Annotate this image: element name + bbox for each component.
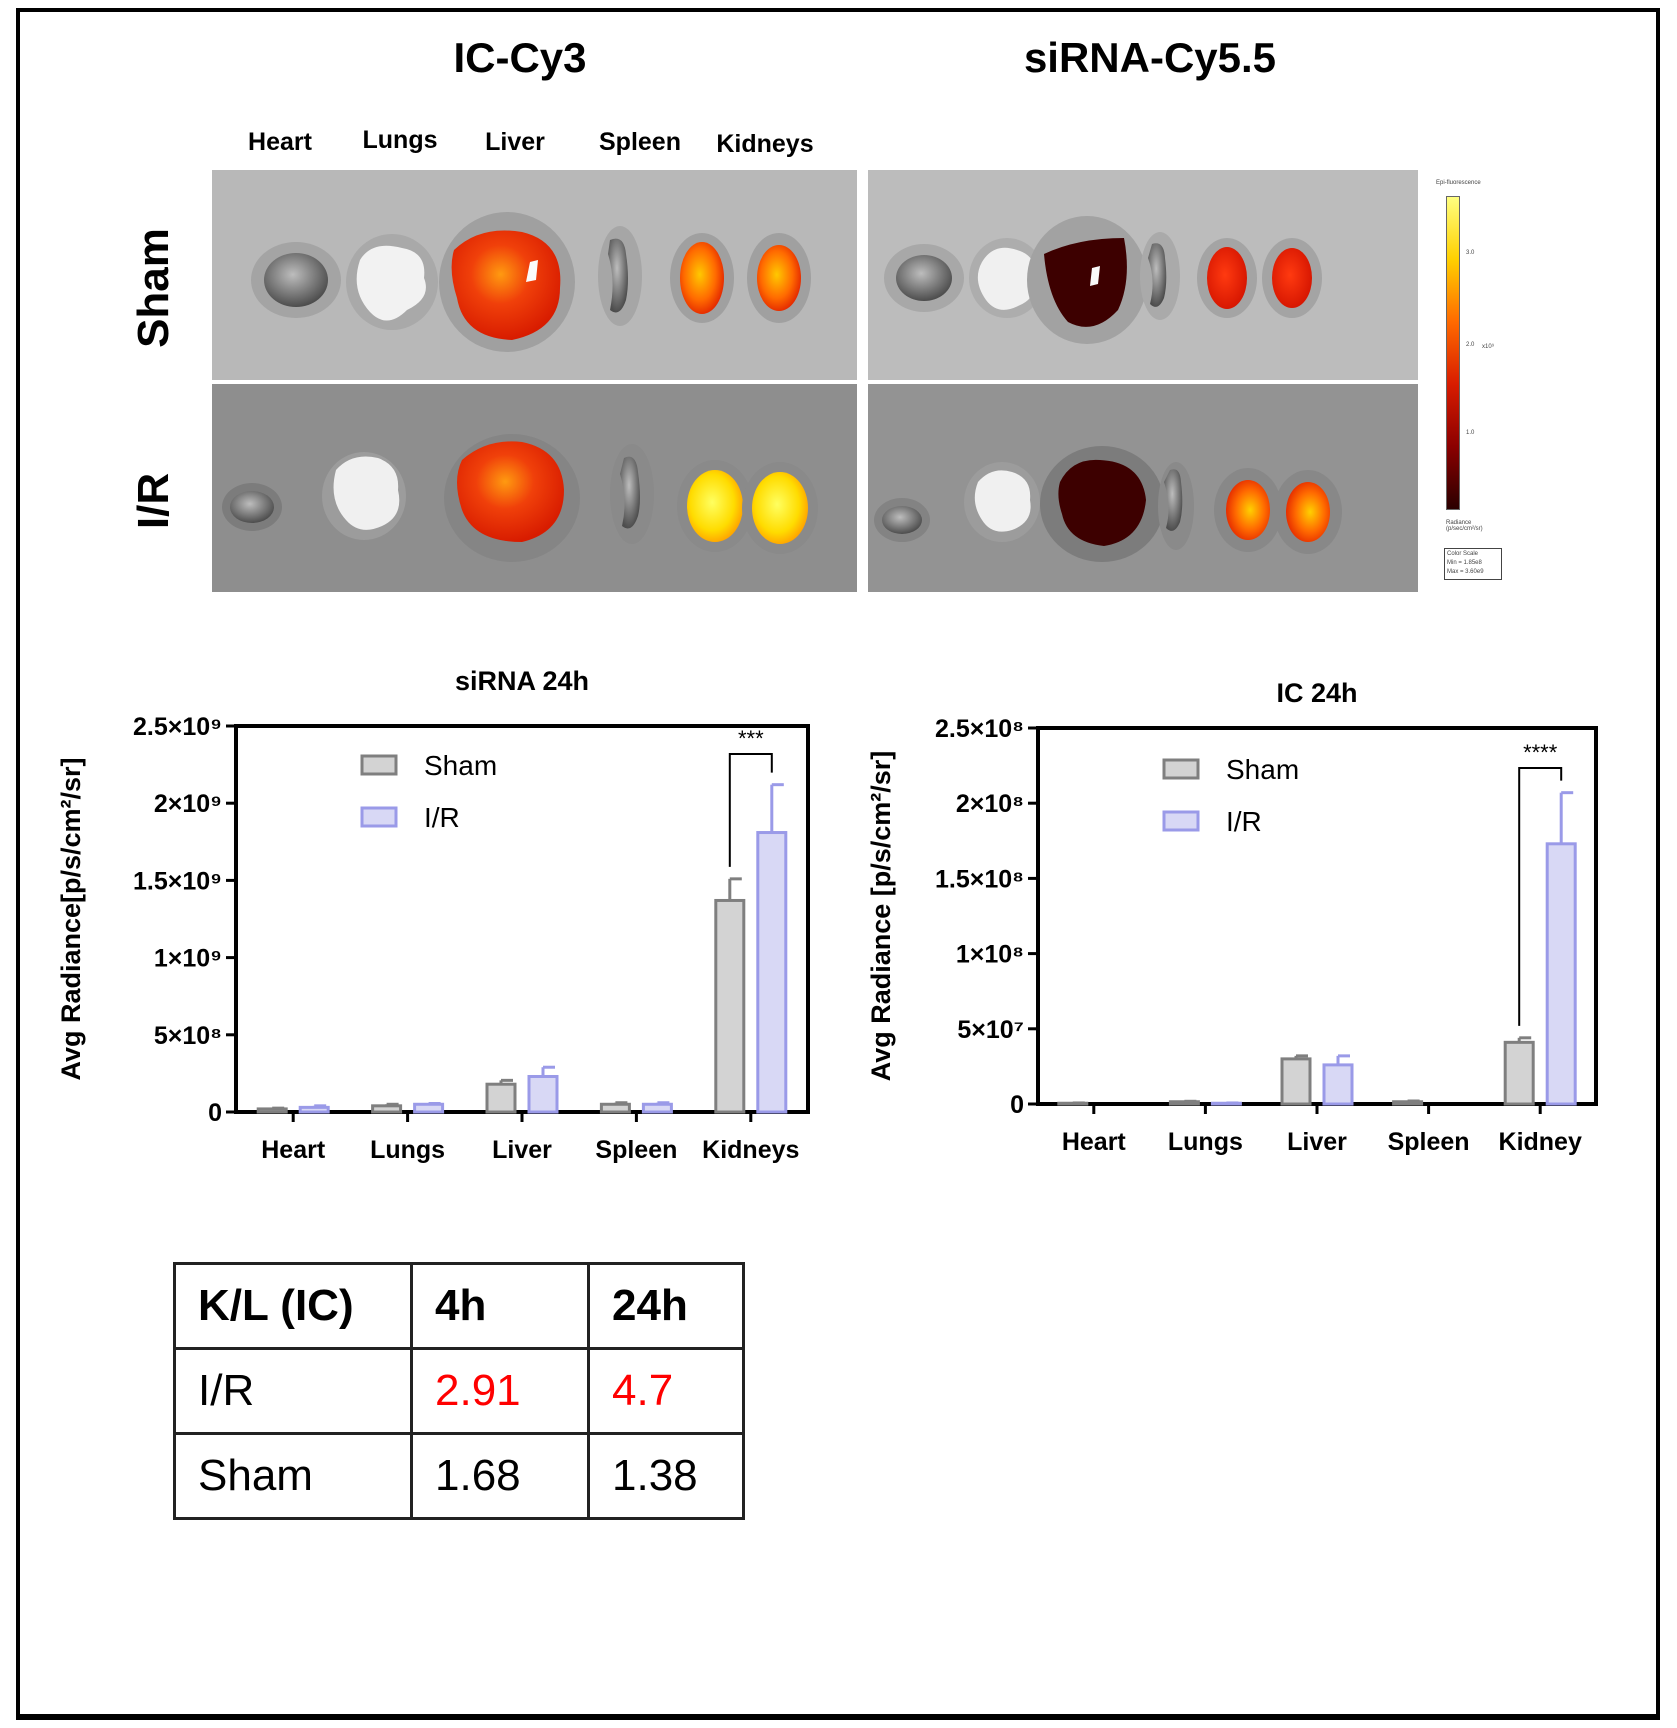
x-tick-label: Liver	[1287, 1128, 1347, 1156]
legend-label: I/R	[424, 802, 460, 833]
y-tick-label: 1.5×10⁸	[935, 865, 1024, 893]
colorbar-tick-1: 1.0	[1466, 430, 1475, 436]
table-cell: 1.68	[410, 1432, 590, 1520]
colorbar-title: Epi-fluorescence	[1436, 180, 1481, 186]
bar-ir-liver	[1322, 1063, 1354, 1106]
table-header-cell: 24h	[587, 1262, 745, 1350]
y-tick-label: 2×10⁹	[154, 790, 222, 818]
significance-bracket	[1518, 767, 1563, 1026]
row-label-ir: I/R	[129, 472, 178, 530]
legend-swatch	[1162, 810, 1200, 832]
x-tick-label: Heart	[261, 1136, 326, 1164]
table-header-row: K/L (IC) 4h 24h	[173, 1262, 745, 1350]
color-scale-box: Color Scale Min = 1.85e8 Max = 3.60e9	[1444, 548, 1502, 580]
legend-label: Sham	[1226, 754, 1299, 785]
table-header-cell: 4h	[410, 1262, 590, 1350]
x-tick-label: Spleen	[595, 1136, 677, 1164]
y-tick-label: 2×10⁸	[956, 790, 1024, 818]
x-tick-label: Lungs	[1168, 1128, 1243, 1156]
sirna-ir-organs	[874, 446, 1342, 562]
bar-ir-kidneys	[756, 831, 788, 1114]
bar-ir-kidney	[1545, 842, 1577, 1106]
legend-label: Sham	[424, 750, 497, 781]
color-scale-max: Max = 3.60e9	[1447, 569, 1484, 575]
y-tick-label: 0	[1010, 1091, 1024, 1119]
colorbar-multiplier: x10⁹	[1482, 344, 1495, 350]
table-cell: I/R	[173, 1347, 413, 1435]
chart-ic-24h: IC 24h Avg Radiance [p/s/cm²/sr] 0 5×10⁷ 1×1…	[866, 678, 1598, 1156]
fluorescence-images	[212, 170, 1418, 592]
table-header-cell: K/L (IC)	[173, 1262, 413, 1350]
bar-sham-liver	[485, 1082, 517, 1114]
bar-sham-liver	[1280, 1057, 1312, 1106]
colorbar-units: Radiance (p/sec/cm²/sr)	[1446, 520, 1483, 532]
y-tick-label: 5×10⁷	[957, 1016, 1024, 1044]
chart-sirna-24h: siRNA 24h Avg Radiance[p/s/cm²/sr] 0 5×10⁸ 1…	[56, 666, 810, 1164]
bar-sham-kidneys	[714, 898, 746, 1114]
color-scale-label: Color Scale	[1447, 551, 1479, 557]
x-tick-label: Kidney	[1499, 1128, 1582, 1156]
y-axis-label: Avg Radiance [p/s/cm²/sr]	[866, 751, 896, 1082]
table-cell: Sham	[173, 1432, 413, 1520]
bar-sham-kidney	[1503, 1040, 1535, 1106]
y-tick-label: 1.5×10⁹	[133, 867, 222, 895]
bar-ir-liver	[527, 1074, 559, 1114]
x-tick-label: Kidneys	[702, 1136, 799, 1164]
chart-title: IC 24h	[1276, 678, 1357, 708]
ic-ir-organs	[222, 434, 818, 562]
y-axis-label: Avg Radiance[p/s/cm²/sr]	[56, 757, 86, 1080]
table-cell: 1.38	[587, 1432, 745, 1520]
y-tick-label: 0	[208, 1099, 222, 1127]
bar-ir-spleen	[641, 1102, 673, 1114]
table-cell: 4.7	[587, 1347, 745, 1435]
organ-label-lungs: Lungs	[362, 126, 438, 154]
colorbar-tick-2: 2.0	[1466, 342, 1475, 348]
bar-sham-spleen	[599, 1102, 631, 1114]
table-row: I/R 2.91 4.7	[173, 1347, 745, 1435]
significance-label: ****	[1523, 740, 1558, 765]
table-cell: 2.91	[410, 1347, 590, 1435]
y-tick-label: 2.5×10⁹	[133, 713, 222, 741]
x-tick-label: Lungs	[370, 1136, 445, 1164]
bar-ir-lungs	[413, 1102, 445, 1114]
organ-label-liver: Liver	[485, 128, 545, 156]
colorbar: Epi-fluorescence 3.0 2.0 x10⁹ 1.0 Radian…	[1436, 180, 1506, 580]
bar-ir-heart	[298, 1105, 330, 1114]
color-scale-min: Min = 1.85e8	[1447, 560, 1482, 566]
sirna-sham-organs	[884, 216, 1322, 344]
legend-swatch	[360, 806, 398, 828]
kl-ratio-table: K/L (IC) 4h 24h I/R 2.91 4.7 Sham 1.68 1…	[173, 1262, 745, 1520]
x-tick-label: Heart	[1062, 1128, 1127, 1156]
organ-label-kidneys: Kidneys	[716, 130, 814, 158]
significance-label: ***	[738, 726, 764, 751]
x-tick-label: Liver	[492, 1136, 552, 1164]
panel-title-sirna-cy55: siRNA-Cy5.5	[1023, 34, 1277, 81]
y-tick-label: 1×10⁸	[956, 941, 1024, 969]
significance-bracket	[728, 753, 773, 867]
ic-sham-organs	[251, 212, 811, 352]
legend-swatch	[1162, 758, 1200, 780]
y-tick-label: 1×10⁹	[154, 945, 222, 973]
chart-title: siRNA 24h	[455, 666, 589, 696]
colorbar-gradient	[1446, 196, 1460, 510]
row-label-sham: Sham	[129, 228, 178, 348]
colorbar-tick-3: 3.0	[1466, 250, 1475, 256]
y-tick-label: 5×10⁸	[154, 1022, 222, 1050]
x-tick-label: Spleen	[1388, 1128, 1470, 1156]
organ-label-spleen: Spleen	[599, 128, 681, 156]
legend-swatch	[360, 754, 398, 776]
legend-label: I/R	[1226, 806, 1262, 837]
y-tick-label: 2.5×10⁸	[935, 715, 1024, 743]
table-row: Sham 1.68 1.38	[173, 1432, 745, 1520]
bar-sham-lungs	[371, 1104, 403, 1114]
panel-title-ic-cy3: IC-Cy3	[453, 34, 587, 81]
organ-label-heart: Heart	[248, 128, 312, 156]
